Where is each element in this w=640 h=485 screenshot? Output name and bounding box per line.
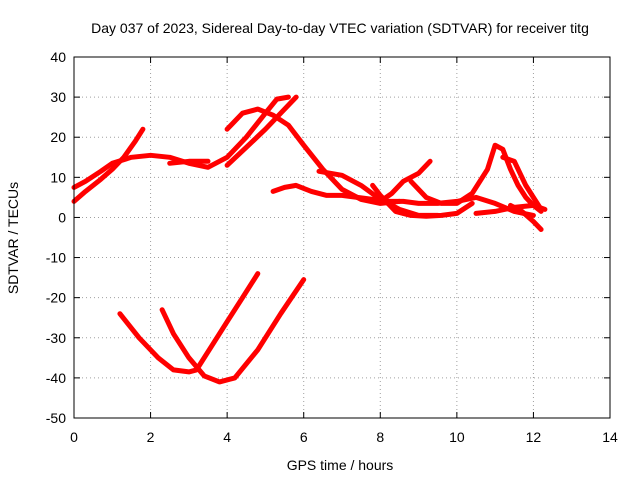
x-tick-label: 8 xyxy=(376,429,384,445)
x-tick-label: 0 xyxy=(70,429,78,445)
x-tick-label: 10 xyxy=(449,429,465,445)
chart-title: Day 037 of 2023, Sidereal Day-to-day VTE… xyxy=(91,20,589,36)
series-line-14 xyxy=(117,271,261,375)
y-tick-label: 30 xyxy=(50,89,66,105)
series-line-9 xyxy=(377,158,433,204)
x-tick-label: 6 xyxy=(300,429,308,445)
series-line-3 xyxy=(167,158,211,166)
y-tick-label: -30 xyxy=(46,330,66,346)
y-tick-label: 0 xyxy=(58,209,66,225)
y-tick-label: -10 xyxy=(46,250,66,266)
x-tick-label: 14 xyxy=(602,429,618,445)
series-line-5 xyxy=(224,94,299,168)
y-tick-label: -40 xyxy=(46,370,66,386)
x-tick-label: 4 xyxy=(223,429,231,445)
y-tick-label: 40 xyxy=(50,49,66,65)
series-line-10 xyxy=(408,142,544,214)
series-line-13 xyxy=(508,202,544,232)
series-layer xyxy=(71,94,548,385)
y-tick-label: 20 xyxy=(50,129,66,145)
y-axis-label: SDTVAR / TECUs xyxy=(5,182,21,294)
grid-layer xyxy=(74,57,610,418)
x-tick-label: 2 xyxy=(147,429,155,445)
y-tick-label: -20 xyxy=(46,290,66,306)
series-line-1 xyxy=(71,126,146,204)
y-tick-label: 10 xyxy=(50,169,66,185)
tick-layer: 0 2 4 6 8 10 12 14 -50 -40 -30 -20 -10 0 10 20 30 40 xyxy=(46,49,618,445)
y-tick-label: -50 xyxy=(46,410,66,426)
x-tick-label: 12 xyxy=(526,429,542,445)
series-line-15 xyxy=(159,277,307,385)
plot-frame xyxy=(73,56,611,419)
x-axis-label: GPS time / hours xyxy=(287,457,394,473)
series-line-11 xyxy=(500,154,544,212)
